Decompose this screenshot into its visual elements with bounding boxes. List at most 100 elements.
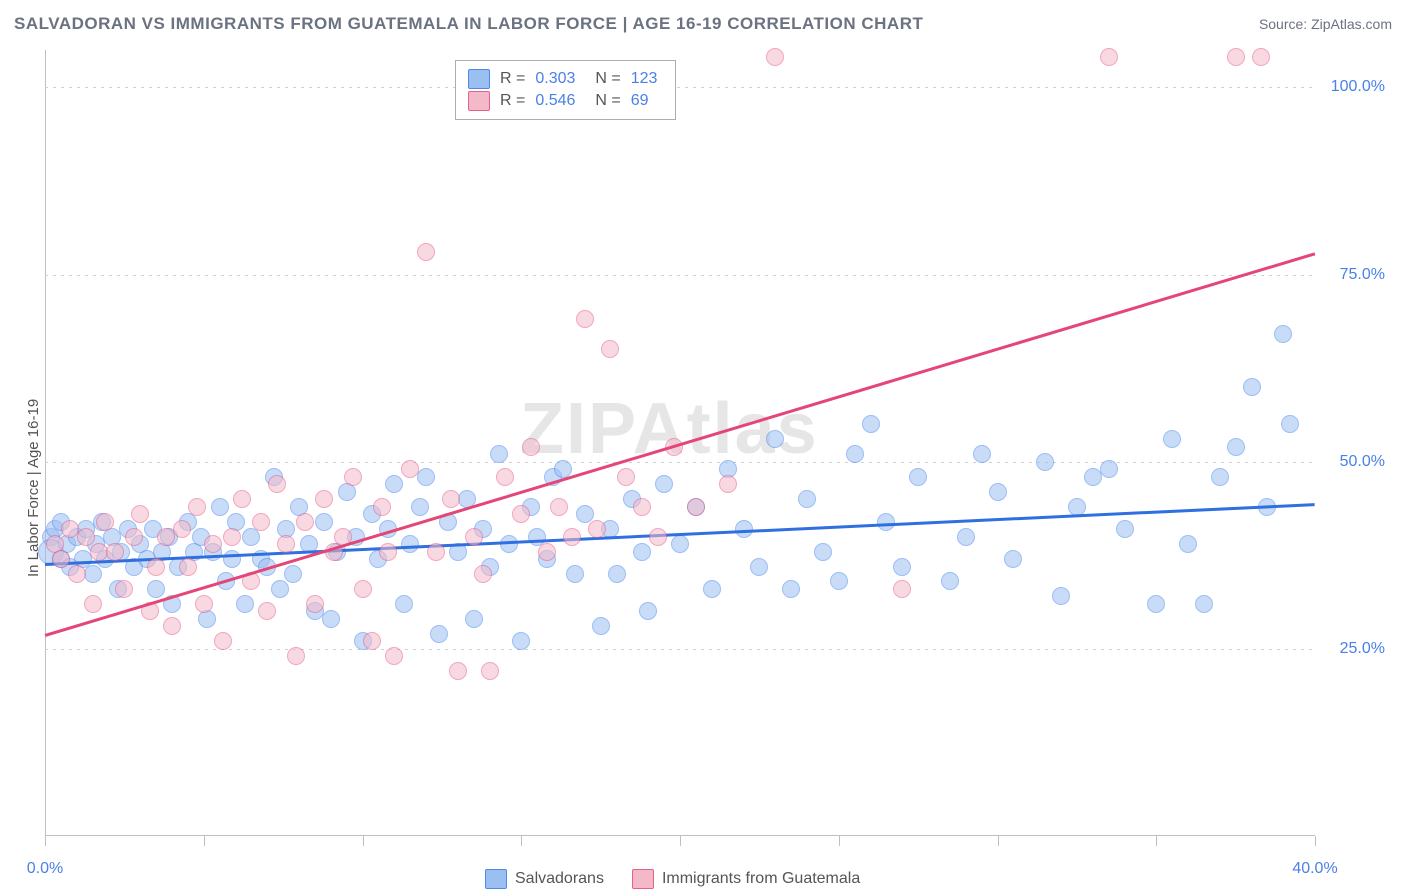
scatter-point [395,595,413,613]
trend-line [45,252,1316,636]
scatter-point [315,513,333,531]
scatter-point [608,565,626,583]
scatter-point [68,565,86,583]
scatter-point [465,528,483,546]
scatter-point [163,617,181,635]
legend-label: Immigrants from Guatemala [662,870,860,888]
scatter-point [576,505,594,523]
scatter-point [941,572,959,590]
scatter-point [147,580,165,598]
scatter-point [989,483,1007,501]
stat-label: R = [500,92,525,110]
scatter-point [188,498,206,516]
legend-swatch [468,69,490,89]
scatter-point [617,468,635,486]
x-tick [1315,836,1316,846]
legend-swatch [632,869,654,889]
scatter-point [465,610,483,628]
plot-area: ZIPAtlas 25.0%50.0%75.0%100.0%0.0%40.0% [45,50,1315,836]
scatter-point [909,468,927,486]
scatter-point [877,513,895,531]
scatter-point [147,558,165,576]
legend-item: Salvadorans [485,869,604,889]
grid-line [45,462,1315,463]
scatter-point [449,662,467,680]
chart-container: SALVADORAN VS IMMIGRANTS FROM GUATEMALA … [0,0,1406,892]
x-tick [998,836,999,846]
scatter-point [306,595,324,613]
stat-value: 69 [631,92,663,110]
legend-swatch [485,869,507,889]
scatter-point [500,535,518,553]
scatter-point [106,543,124,561]
scatter-point [703,580,721,598]
x-tick-label: 40.0% [1292,860,1337,878]
scatter-point [430,625,448,643]
scatter-point [204,535,222,553]
scatter-point [179,558,197,576]
scatter-point [417,243,435,261]
x-tick [680,836,681,846]
scatter-point [258,602,276,620]
scatter-point [1179,535,1197,553]
y-tick-label: 50.0% [1340,453,1385,471]
stat-label: N = [595,92,620,110]
scatter-point [592,617,610,635]
scatter-point [223,550,241,568]
scatter-point [576,310,594,328]
scatter-point [1274,325,1292,343]
legend-row: R =0.303N =123 [468,69,663,89]
scatter-point [671,535,689,553]
title-bar: SALVADORAN VS IMMIGRANTS FROM GUATEMALA … [14,14,1392,34]
scatter-point [214,632,232,650]
scatter-point [236,595,254,613]
scatter-point [385,647,403,665]
scatter-point [344,468,362,486]
scatter-point [687,498,705,516]
scatter-point [649,528,667,546]
scatter-point [354,580,372,598]
scatter-point [84,595,102,613]
chart-title: SALVADORAN VS IMMIGRANTS FROM GUATEMALA … [14,14,923,34]
scatter-point [401,535,419,553]
scatter-point [719,475,737,493]
scatter-point [271,580,289,598]
scatter-point [211,498,229,516]
scatter-point [1068,498,1086,516]
scatter-point [1004,550,1022,568]
scatter-point [411,498,429,516]
correlation-legend-box: R =0.303N =123R =0.546N =69 [455,60,676,120]
scatter-point [1100,460,1118,478]
scatter-point [322,610,340,628]
scatter-point [550,498,568,516]
scatter-point [315,490,333,508]
scatter-point [566,565,584,583]
scatter-point [1116,520,1134,538]
stat-value: 0.303 [535,70,585,88]
x-tick [839,836,840,846]
scatter-point [490,445,508,463]
x-tick [363,836,364,846]
scatter-point [417,468,435,486]
scatter-point [655,475,673,493]
scatter-point [639,602,657,620]
scatter-point [115,580,133,598]
scatter-point [1036,453,1054,471]
scatter-point [284,565,302,583]
x-tick-label: 0.0% [27,860,63,878]
legend-label: Salvadorans [515,870,604,888]
scatter-point [84,565,102,583]
stat-label: R = [500,70,525,88]
scatter-point [296,513,314,531]
scatter-point [173,520,191,538]
scatter-point [522,438,540,456]
scatter-point [401,460,419,478]
scatter-point [1243,378,1261,396]
scatter-point [427,543,445,561]
scatter-point [633,498,651,516]
source-label: Source: ZipAtlas.com [1259,16,1392,32]
scatter-point [287,647,305,665]
scatter-point [1227,48,1245,66]
scatter-point [442,490,460,508]
scatter-point [252,513,270,531]
